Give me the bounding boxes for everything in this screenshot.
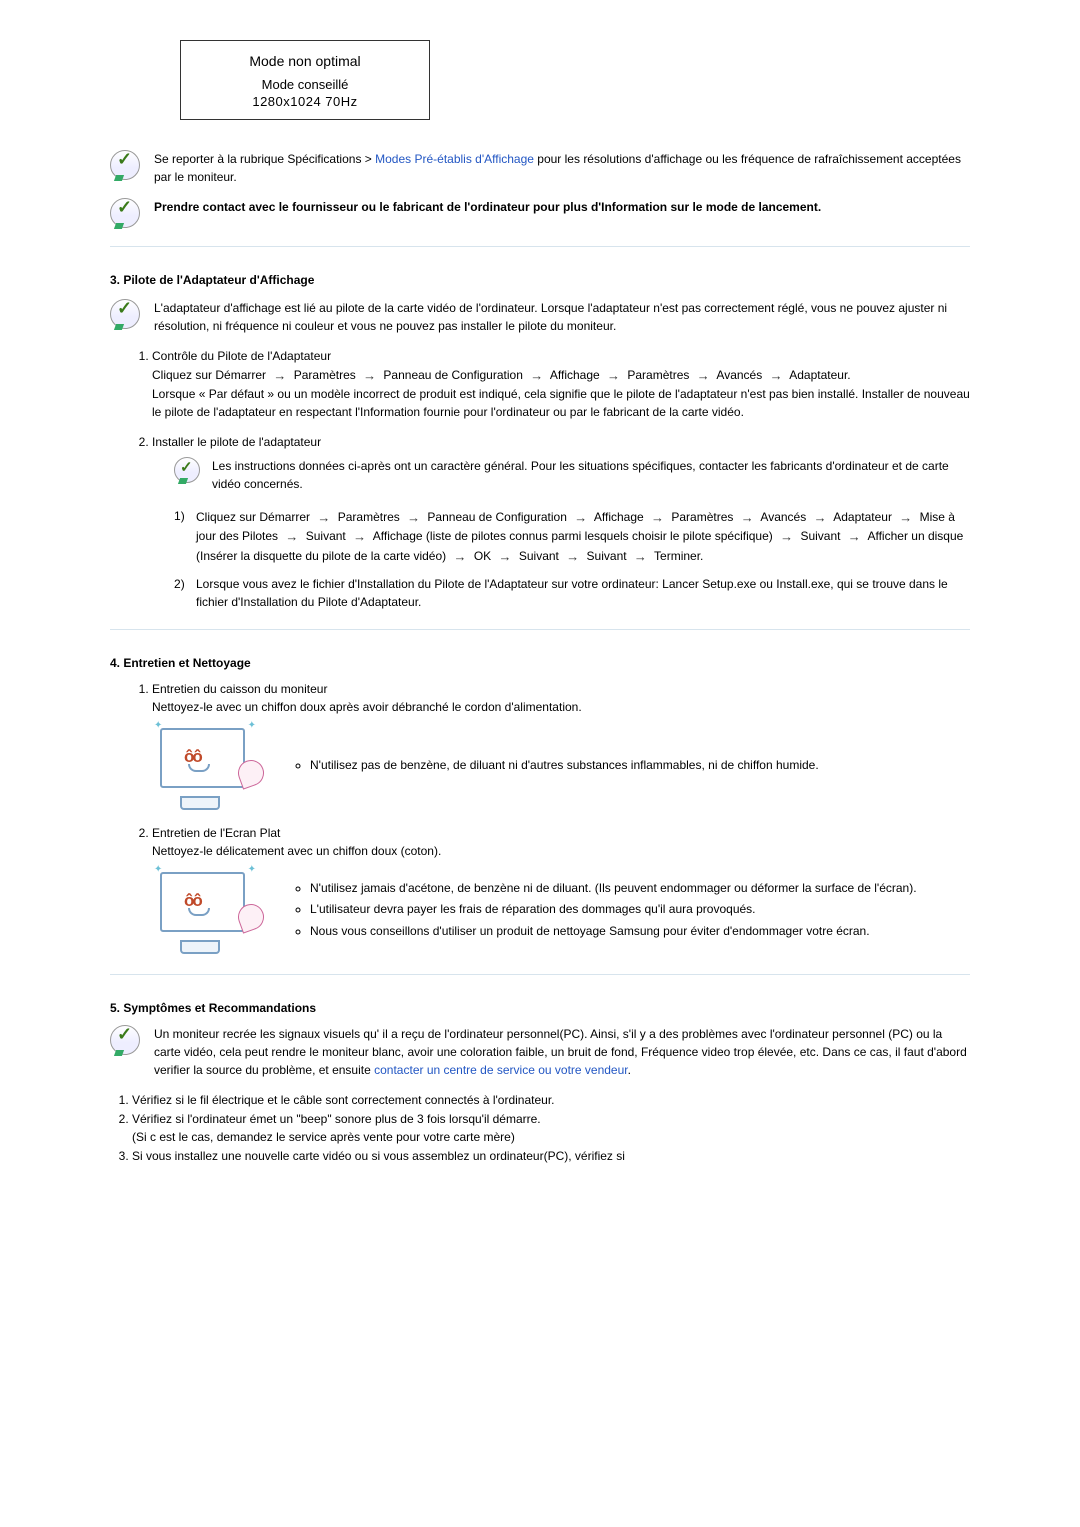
- arrow-icon: →: [634, 547, 647, 567]
- arrow-icon: →: [899, 508, 912, 528]
- note-contact-vendor: Prendre contact avec le fournisseur ou l…: [110, 198, 970, 228]
- section-5-list: Vérifiez si le fil électrique et le câbl…: [40, 1091, 970, 1165]
- bullet-item: N'utilisez pas de benzène, de diluant ni…: [310, 756, 819, 775]
- section-4-list: Entretien du caisson du moniteur Nettoye…: [110, 680, 970, 956]
- sec3-subnote: Les instructions données ci-après ont un…: [174, 457, 970, 493]
- divider: [110, 974, 970, 975]
- arrow-icon: →: [499, 547, 512, 567]
- sec4-item1-bullets: N'utilisez pas de benzène, de diluant ni…: [292, 756, 819, 778]
- section-5-note: Un moniteur recrée les signaux visuels q…: [110, 1025, 970, 1079]
- arrow-icon: →: [407, 508, 420, 528]
- check-icon: [174, 457, 200, 483]
- arrow-icon: →: [353, 527, 366, 547]
- section-5-title: 5. Symptômes et Recommandations: [110, 1001, 970, 1015]
- divider: [110, 246, 970, 247]
- monitor-cleaning-icon: ✦ ✦ ôô: [152, 722, 262, 812]
- arrow-icon: →: [607, 366, 620, 386]
- arrow-icon: →: [273, 366, 286, 386]
- maintenance-row-1: ✦ ✦ ôô N'utilisez pas de benzène, de dil…: [152, 722, 970, 812]
- arrow-icon: →: [317, 508, 330, 528]
- arrow-icon: →: [697, 366, 710, 386]
- sec5-li-1: Vérifiez si le fil électrique et le câbl…: [132, 1091, 970, 1109]
- note-text: Se reporter à la rubrique Spécifications…: [154, 150, 970, 186]
- sec4-item-2: Entretien de l'Ecran Plat Nettoyez-le dé…: [152, 824, 970, 956]
- arrow-icon: →: [814, 508, 827, 528]
- note-text: Prendre contact avec le fournisseur ou l…: [154, 198, 970, 216]
- arrow-icon: →: [566, 547, 579, 567]
- section-3-title: 3. Pilote de l'Adaptateur d'Affichage: [110, 273, 970, 287]
- mode-line2: Mode conseillé: [181, 77, 429, 92]
- section-4-title: 4. Entretien et Nettoyage: [110, 656, 970, 670]
- arrow-icon: →: [530, 366, 543, 386]
- sec4-item-1: Entretien du caisson du moniteur Nettoye…: [152, 680, 970, 812]
- preset-modes-link[interactable]: Modes Pré-établis d'Affichage: [375, 152, 534, 166]
- section-3-list: Contrôle du Pilote de l'Adaptateur Cliqu…: [110, 347, 970, 611]
- check-icon: [110, 150, 140, 180]
- sec5-li-2: Vérifiez si l'ordinateur émet un "beep" …: [132, 1110, 970, 1146]
- check-icon: [110, 198, 140, 228]
- check-icon: [110, 1025, 140, 1055]
- sec3-step-1: Cliquez sur Démarrer → Paramètres → Pann…: [174, 507, 970, 566]
- sec3-subnote-text: Les instructions données ci-après ont un…: [212, 457, 970, 493]
- sec3-step-2: Lorsque vous avez le fichier d'Installat…: [174, 575, 970, 611]
- arrow-icon: →: [574, 508, 587, 528]
- arrow-icon: →: [363, 366, 376, 386]
- sec3-steps: Cliquez sur Démarrer → Paramètres → Pann…: [152, 507, 970, 612]
- check-icon: [110, 299, 140, 329]
- section-3-intro-text: L'adaptateur d'affichage est lié au pilo…: [154, 299, 970, 335]
- sec4-item2-bullets: N'utilisez jamais d'acétone, de benzène …: [292, 879, 917, 944]
- arrow-icon: →: [848, 527, 861, 547]
- note-spec-reference: Se reporter à la rubrique Spécifications…: [110, 150, 970, 186]
- bullet-item: Nous vous conseillons d'utiliser un prod…: [310, 922, 917, 941]
- mode-line3: 1280x1024 70Hz: [181, 94, 429, 109]
- divider: [110, 629, 970, 630]
- monitor-cleaning-icon: ✦ ✦ ôô: [152, 866, 262, 956]
- sec5-li-3: Si vous installez une nouvelle carte vid…: [132, 1147, 970, 1165]
- mode-warning-box: Mode non optimal Mode conseillé 1280x102…: [180, 40, 430, 120]
- section-5-note-text: Un moniteur recrée les signaux visuels q…: [154, 1025, 970, 1079]
- bullet-item: L'utilisateur devra payer les frais de r…: [310, 900, 917, 919]
- sec3-item-1: Contrôle du Pilote de l'Adaptateur Cliqu…: [152, 347, 970, 421]
- maintenance-row-2: ✦ ✦ ôô N'utilisez jamais d'acétone, de b…: [152, 866, 970, 956]
- bullet-item: N'utilisez jamais d'acétone, de benzène …: [310, 879, 917, 898]
- mode-line1: Mode non optimal: [181, 53, 429, 69]
- arrow-icon: →: [651, 508, 664, 528]
- arrow-icon: →: [285, 527, 298, 547]
- arrow-icon: →: [780, 527, 793, 547]
- section-3-intro-note: L'adaptateur d'affichage est lié au pilo…: [110, 299, 970, 335]
- arrow-icon: →: [770, 366, 783, 386]
- sec3-item-2: Installer le pilote de l'adaptateur Les …: [152, 433, 970, 612]
- service-center-link[interactable]: contacter un centre de service ou votre …: [374, 1063, 627, 1077]
- arrow-icon: →: [741, 508, 754, 528]
- arrow-icon: →: [453, 547, 466, 567]
